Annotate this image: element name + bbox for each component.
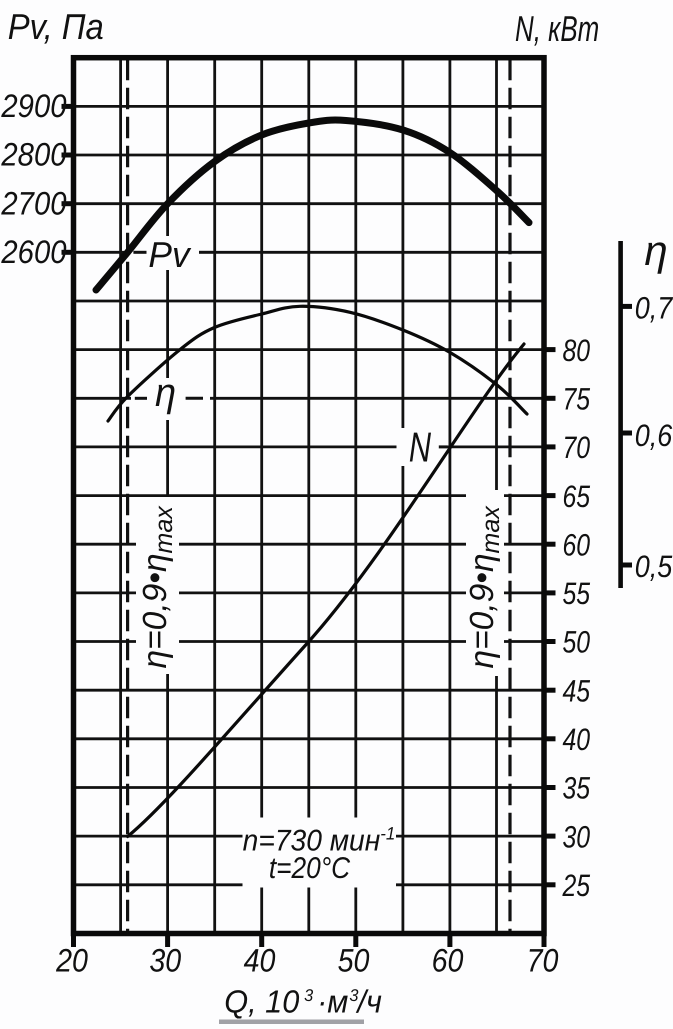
- svg-text:30: 30: [563, 819, 591, 854]
- svg-text:η: η: [155, 371, 176, 415]
- svg-text:2800: 2800: [1, 137, 67, 173]
- svg-text:65: 65: [563, 479, 591, 514]
- svg-text:0,7: 0,7: [635, 290, 673, 325]
- svg-text:75: 75: [563, 382, 591, 417]
- svg-text:30: 30: [149, 943, 181, 979]
- svg-text:70: 70: [563, 430, 591, 465]
- svg-text:n=730 мин-1: n=730 мин-1: [243, 824, 396, 858]
- svg-text:70: 70: [527, 943, 559, 979]
- svg-text:25: 25: [562, 868, 591, 903]
- svg-text:0,5: 0,5: [635, 549, 673, 584]
- svg-text:50: 50: [338, 943, 370, 979]
- svg-text:40: 40: [563, 722, 591, 757]
- svg-text:η=0,9•ηmax: η=0,9•ηmax: [464, 505, 505, 669]
- svg-text:45: 45: [563, 673, 591, 708]
- svg-text:2600: 2600: [1, 234, 67, 270]
- svg-text:2700: 2700: [1, 185, 67, 221]
- svg-text:0,6: 0,6: [635, 418, 673, 453]
- svg-text:35: 35: [563, 771, 591, 806]
- svg-text:N: N: [409, 424, 432, 471]
- svg-text:Pv, Па: Pv, Па: [8, 6, 104, 47]
- svg-text:t=20°C: t=20°C: [269, 852, 351, 885]
- svg-text:20: 20: [55, 943, 88, 979]
- svg-text:40: 40: [244, 943, 276, 979]
- svg-text:60: 60: [563, 527, 591, 562]
- svg-text:N, кВт: N, кВт: [515, 8, 599, 49]
- svg-text:50: 50: [563, 625, 591, 660]
- svg-text:60: 60: [432, 943, 464, 979]
- svg-text:2900: 2900: [1, 88, 67, 124]
- svg-text:η: η: [644, 227, 667, 274]
- svg-text:55: 55: [563, 576, 591, 611]
- svg-text:Pv: Pv: [148, 234, 191, 275]
- svg-text:η=0,9•ηmax: η=0,9•ηmax: [137, 505, 178, 669]
- svg-text:80: 80: [563, 333, 591, 368]
